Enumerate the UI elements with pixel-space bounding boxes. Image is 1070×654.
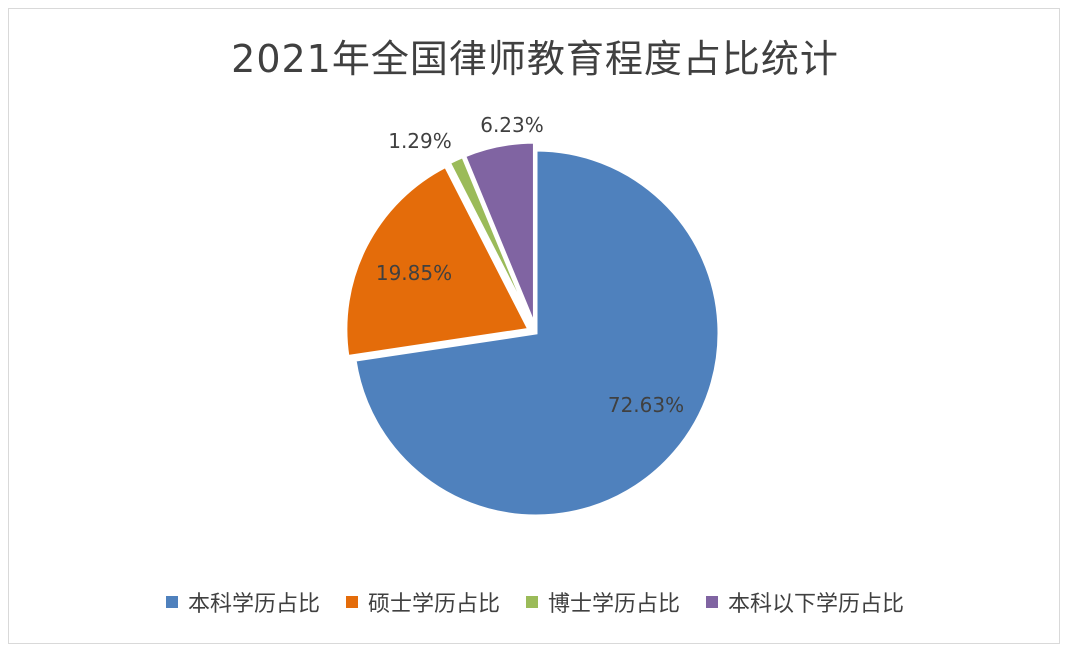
data-label-doctor: 1.29% xyxy=(388,129,452,153)
legend-label-bachelor: 本科学历占比 xyxy=(187,592,320,617)
pie-slice-master xyxy=(344,164,532,359)
legend-swatch-below-bachelor xyxy=(706,596,719,608)
legend-label-below-bachelor: 本科以下学历占比 xyxy=(728,592,905,617)
chart-frame xyxy=(8,8,1060,644)
chart-title: 2021年全国律师教育程度占比统计 xyxy=(231,37,839,81)
data-label-master: 19.85% xyxy=(376,261,452,285)
legend-swatch-master xyxy=(345,596,358,608)
pie-slice-doctor xyxy=(447,154,535,327)
legend-swatch-bachelor xyxy=(165,596,178,608)
pie-slice-below-bachelor xyxy=(462,140,536,326)
chart-legend: 本科学历占比 硕士学历占比 博士学历占比 本科以下学历占比 xyxy=(0,586,1070,618)
data-label-bachelor: 72.63% xyxy=(608,393,684,417)
legend-item-master: 硕士学历占比 xyxy=(345,586,500,618)
legend-label-master: 硕士学历占比 xyxy=(367,592,500,617)
legend-swatch-doctor xyxy=(526,596,538,608)
data-label-below-bachelor: 6.23% xyxy=(480,113,544,137)
legend-item-below-bachelor: 本科以下学历占比 xyxy=(706,586,904,618)
legend-item-bachelor: 本科学历占比 xyxy=(165,586,320,618)
legend-label-doctor: 博士学历占比 xyxy=(548,592,681,617)
legend-item-doctor: 博士学历占比 xyxy=(526,586,680,618)
pie-slice-bachelor xyxy=(353,148,721,518)
